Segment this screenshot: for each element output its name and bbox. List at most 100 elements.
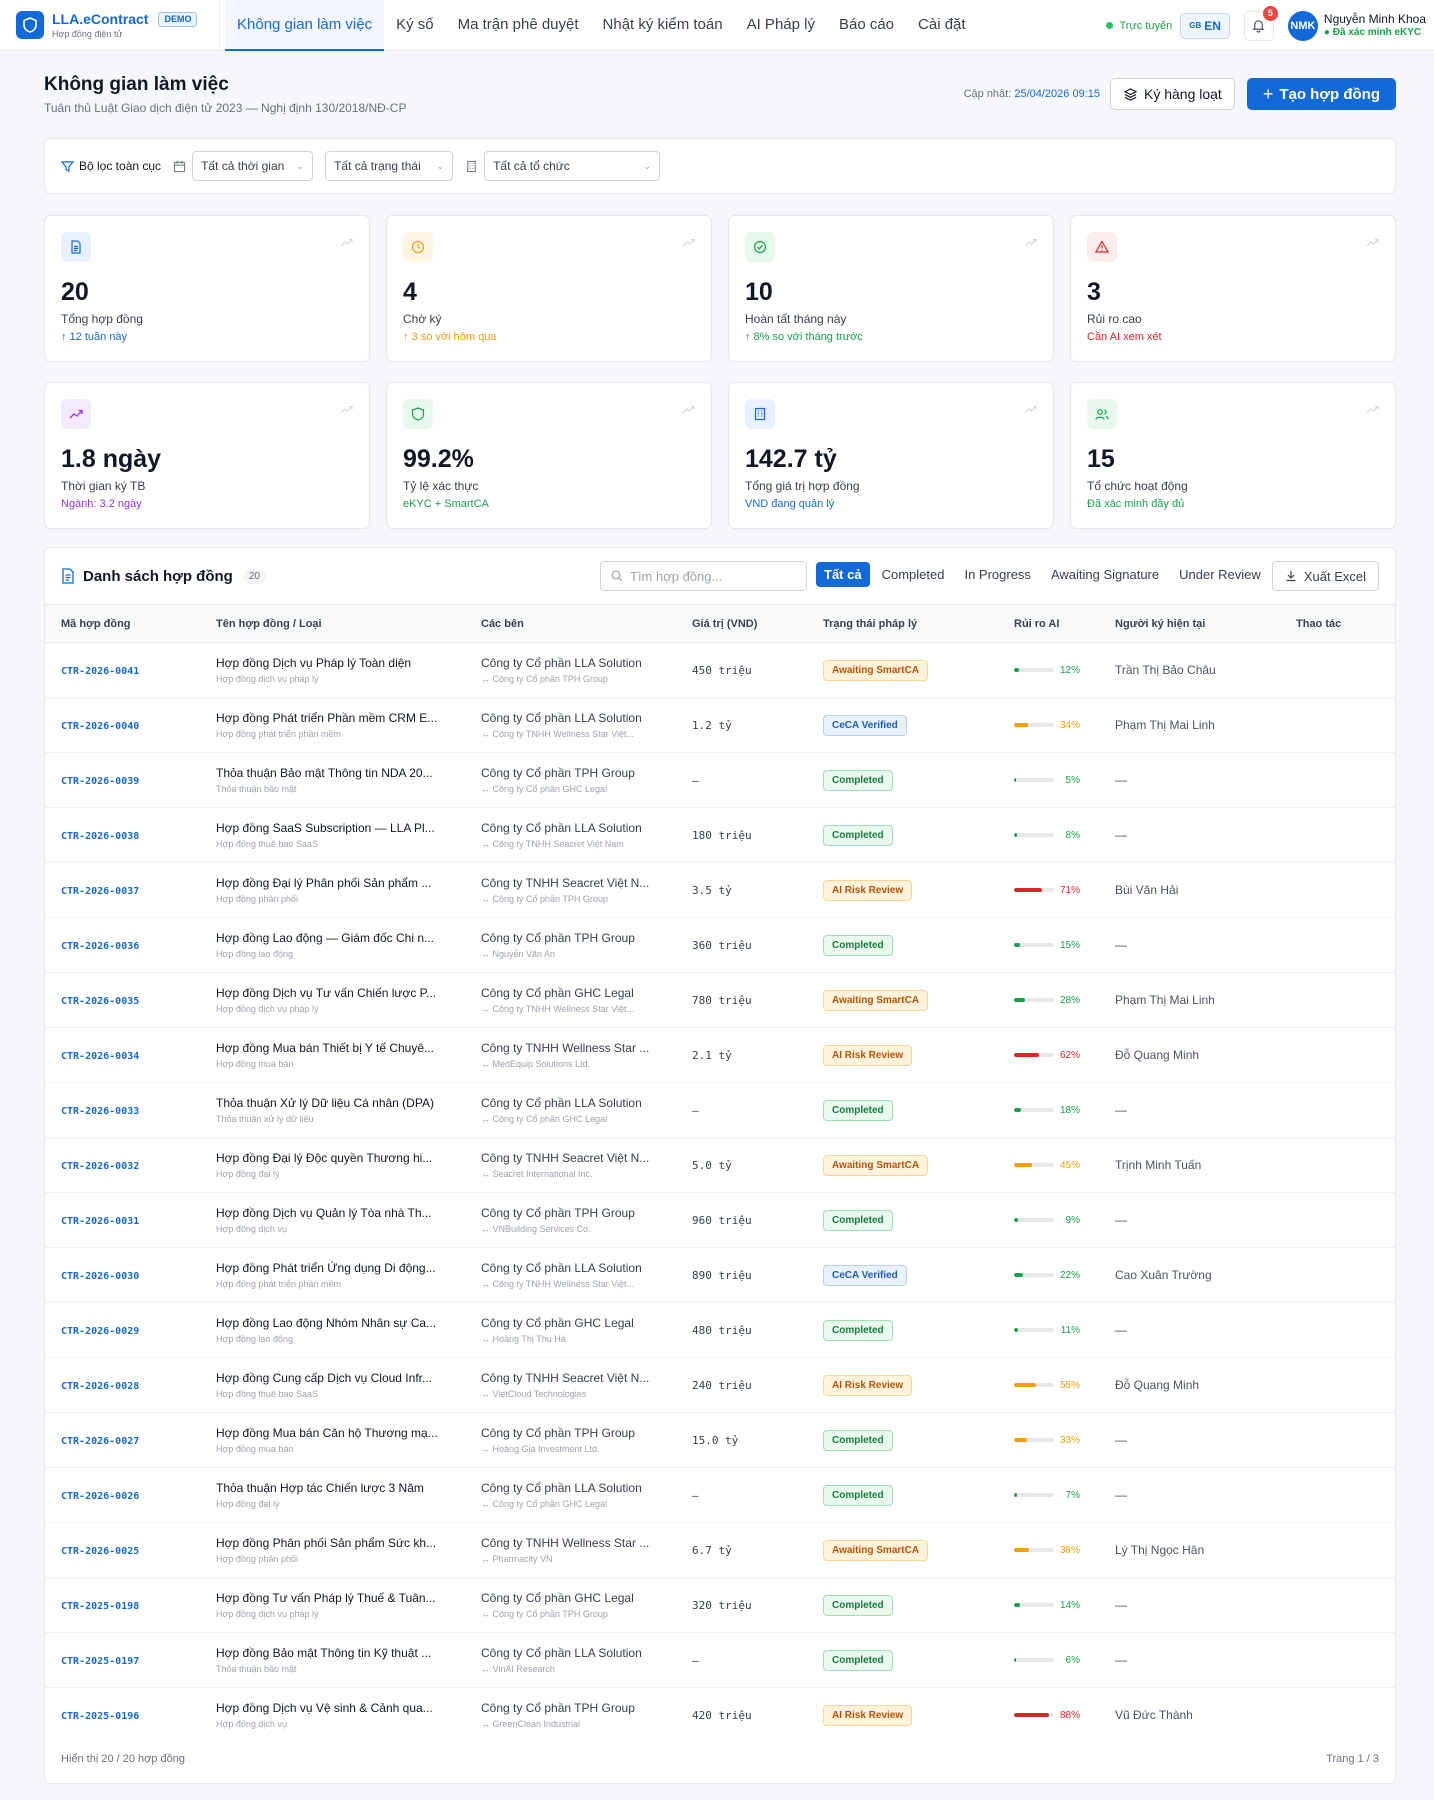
user-menu[interactable]: Nguyễn Minh Khoa ● Đã xác minh eKYC [1324, 12, 1426, 38]
contract-id-link[interactable]: CTR-2026-0031 [61, 1216, 140, 1227]
table-row[interactable]: CTR-2025-0196 Hợp đồng Dịch vụ Vệ sinh & … [45, 1687, 1395, 1743]
stat-card[interactable]: 10 Hoàn tất tháng này ↑ 8% so với tháng tr… [728, 215, 1054, 362]
contract-name[interactable]: Thỏa thuận Hợp tác Chiến lược 3 Năm [216, 1481, 424, 1495]
contract-id-link[interactable]: CTR-2026-0032 [61, 1161, 140, 1172]
table-row[interactable]: CTR-2026-0032 Hợp đồng Đại lý Độc quyền T… [45, 1137, 1395, 1193]
nav-audit-log[interactable]: Nhật ký kiểm toán [602, 15, 723, 33]
nav-reports[interactable]: Báo cáo [838, 15, 895, 33]
contract-name[interactable]: Hợp đồng Lao động Nhóm Nhân sự Ca... [216, 1316, 437, 1330]
org-filter-select[interactable]: Tất cả tổ chức ⌄ [484, 151, 661, 181]
column-header[interactable]: Giá trị (VND) [676, 604, 807, 643]
contract-name[interactable]: Thỏa thuận Xử lý Dữ liệu Cá nhân (DPA) [216, 1096, 434, 1110]
tab-in-progress[interactable]: In Progress [964, 567, 1031, 582]
contract-name[interactable]: Hợp đồng Cung cấp Dịch vụ Cloud Infr... [216, 1371, 432, 1385]
contract-name[interactable]: Hợp đồng Mua bán Căn hộ Thương mạ... [216, 1426, 438, 1440]
contract-id-link[interactable]: CTR-2026-0041 [61, 666, 140, 677]
contract-id-link[interactable]: CTR-2026-0030 [61, 1271, 140, 1282]
stat-card[interactable]: 3 Rủi ro cao Cần AI xem xét [1070, 215, 1396, 362]
contract-search-input[interactable]: Tìm hợp đồng... [600, 561, 807, 591]
time-filter-select[interactable]: Tất cả thời gian ⌄ [192, 151, 314, 181]
contract-name[interactable]: Hợp đồng Dịch vụ Quản lý Tòa nhà Th... [216, 1206, 432, 1220]
contract-id-link[interactable]: CTR-2026-0028 [61, 1381, 140, 1392]
contract-name[interactable]: Thỏa thuận Bảo mật Thông tin NDA 20... [216, 766, 433, 780]
table-row[interactable]: CTR-2026-0025 Hợp đồng Phân phối Sản phẩm… [45, 1522, 1395, 1578]
tab-all[interactable]: Tất cả [816, 562, 870, 587]
table-row[interactable]: CTR-2026-0036 Hợp đồng Lao động — Giám đố… [45, 917, 1395, 973]
contract-id-link[interactable]: CTR-2026-0038 [61, 831, 140, 842]
column-header[interactable]: Tên hợp đồng / Loại [200, 604, 465, 643]
contract-name[interactable]: Hợp đồng Lao động — Giám đốc Chi n... [216, 931, 434, 945]
stat-card[interactable]: 99.2% Tỷ lệ xác thực eKYC + SmartCA [386, 382, 712, 529]
tab-under-review[interactable]: Under Review [1179, 567, 1261, 582]
contract-name[interactable]: Hợp đồng Phát triển Ứng dụng Di động... [216, 1261, 436, 1275]
tab-completed[interactable]: Completed [881, 567, 945, 582]
column-header[interactable]: Rủi ro AI [998, 604, 1099, 643]
contract-id-link[interactable]: CTR-2026-0033 [61, 1106, 140, 1117]
table-row[interactable]: CTR-2026-0031 Hợp đồng Dịch vụ Quản lý Tò… [45, 1192, 1395, 1248]
contract-id-link[interactable]: CTR-2026-0026 [61, 1491, 140, 1502]
nav-ai-legal[interactable]: AI Pháp lý [746, 15, 815, 33]
batch-sign-button[interactable]: Ký hàng loạt [1109, 78, 1235, 110]
contract-id-link[interactable]: CTR-2026-0025 [61, 1546, 140, 1557]
nav-settings[interactable]: Cài đặt [918, 15, 966, 33]
contract-name[interactable]: Hợp đồng Phân phối Sản phẩm Sức kh... [216, 1536, 437, 1550]
column-header[interactable]: Người ký hiện tại [1099, 604, 1280, 643]
contract-id-link[interactable]: CTR-2026-0039 [61, 776, 140, 787]
table-row[interactable]: CTR-2025-0198 Hợp đồng Tư vấn Pháp lý Thu… [45, 1577, 1395, 1633]
table-row[interactable]: CTR-2026-0038 Hợp đồng SaaS Subscription … [45, 807, 1395, 863]
contract-id-link[interactable]: CTR-2025-0198 [61, 1601, 140, 1612]
table-row[interactable]: CTR-2026-0035 Hợp đồng Dịch vụ Tư vấn Chi… [45, 972, 1395, 1028]
table-row[interactable]: CTR-2026-0030 Hợp đồng Phát triển Ứng dụn… [45, 1247, 1395, 1303]
status-filter-select[interactable]: Tất cả trạng thái ⌄ [325, 151, 454, 181]
nav-workspace[interactable]: Không gian làm việc [225, 0, 385, 51]
language-switch[interactable]: GB EN [1180, 12, 1230, 39]
contract-id-link[interactable]: CTR-2026-0036 [61, 941, 140, 952]
stat-card[interactable]: 4 Chờ ký ↑ 3 so với hôm qua [386, 215, 712, 362]
contract-name[interactable]: Hợp đồng Dịch vụ Vệ sinh & Cảnh qua... [216, 1701, 433, 1715]
stat-card[interactable]: 15 Tổ chức hoạt động Đã xác minh đầy đủ [1070, 382, 1396, 529]
contract-name[interactable]: Hợp đồng SaaS Subscription — LLA Pl... [216, 821, 435, 835]
stat-card[interactable]: 20 Tổng hợp đồng ↑ 12 tuần này [44, 215, 370, 362]
table-row[interactable]: CTR-2026-0039 Thỏa thuận Bảo mật Thông ti… [45, 752, 1395, 808]
brand[interactable]: LLA.eContract DEMO Hợp đồng điện tử [0, 0, 220, 51]
pagination-label[interactable]: Trang 1 / 3 [1326, 1753, 1379, 1765]
stat-card[interactable]: 142.7 tỷ Tổng giá trị hợp đồng VND đang qu… [728, 382, 1054, 529]
table-row[interactable]: CTR-2026-0028 Hợp đồng Cung cấp Dịch vụ C… [45, 1357, 1395, 1413]
contract-id-link[interactable]: CTR-2026-0027 [61, 1436, 140, 1447]
contract-id-link[interactable]: CTR-2026-0029 [61, 1326, 140, 1337]
tab-awaiting-signature[interactable]: Awaiting Signature [1050, 567, 1160, 582]
contract-id-link[interactable]: CTR-2026-0040 [61, 721, 140, 732]
table-row[interactable]: CTR-2026-0027 Hợp đồng Mua bán Căn hộ Thư… [45, 1412, 1395, 1468]
contract-name[interactable]: Hợp đồng Đại lý Độc quyền Thương hi... [216, 1151, 433, 1165]
nav-approval-matrix[interactable]: Ma trận phê duyệt [457, 15, 579, 33]
contract-name[interactable]: Hợp đồng Đại lý Phân phối Sản phẩm ... [216, 876, 432, 890]
contract-name[interactable]: Hợp đồng Dịch vụ Pháp lý Toàn diện [216, 656, 412, 670]
table-row[interactable]: CTR-2025-0197 Hợp đồng Bảo mật Thông tin … [45, 1632, 1395, 1688]
table-row[interactable]: CTR-2026-0029 Hợp đồng Lao động Nhóm Nhân… [45, 1302, 1395, 1358]
table-row[interactable]: CTR-2026-0026 Thỏa thuận Hợp tác Chiến lư… [45, 1467, 1395, 1523]
nav-digital-signing[interactable]: Ký số [396, 15, 434, 33]
contract-name[interactable]: Hợp đồng Phát triển Phần mềm CRM E... [216, 711, 438, 725]
table-row[interactable]: CTR-2026-0034 Hợp đồng Mua bán Thiết bị Y… [45, 1027, 1395, 1083]
table-row[interactable]: CTR-2026-0040 Hợp đồng Phát triển Phần mề… [45, 697, 1395, 753]
table-row[interactable]: CTR-2026-0033 Thỏa thuận Xử lý Dữ liệu Cá… [45, 1082, 1395, 1138]
contract-id-link[interactable]: CTR-2025-0196 [61, 1711, 140, 1722]
create-contract-button[interactable]: + Tạo hợp đồng [1246, 78, 1396, 110]
contract-id-link[interactable]: CTR-2026-0037 [61, 886, 140, 897]
contract-name[interactable]: Hợp đồng Mua bán Thiết bị Y tế Chuyê... [216, 1041, 435, 1055]
column-header[interactable]: Các bên [465, 604, 676, 643]
contract-name[interactable]: Hợp đồng Dịch vụ Tư vấn Chiến lược P... [216, 986, 437, 1000]
table-row[interactable]: CTR-2026-0037 Hợp đồng Đại lý Phân phối S… [45, 862, 1395, 918]
avatar[interactable]: NMK [1287, 10, 1318, 41]
table-row[interactable]: CTR-2026-0041 Hợp đồng Dịch vụ Pháp lý To… [45, 642, 1395, 698]
stat-card[interactable]: 1.8 ngày Thời gian ký TB Ngành: 3.2 ngày [44, 382, 370, 529]
contract-id-link[interactable]: CTR-2025-0197 [61, 1656, 140, 1667]
column-header[interactable]: Trạng thái pháp lý [807, 604, 998, 643]
notification-button[interactable]: 5 [1243, 5, 1278, 41]
contract-name[interactable]: Hợp đồng Bảo mật Thông tin Kỹ thuật ... [216, 1646, 432, 1660]
export-excel-button[interactable]: Xuất Excel [1271, 561, 1379, 591]
contract-id-link[interactable]: CTR-2026-0034 [61, 1051, 140, 1062]
contract-id-link[interactable]: CTR-2026-0035 [61, 996, 140, 1007]
contract-name[interactable]: Hợp đồng Tư vấn Pháp lý Thuế & Tuân... [216, 1591, 436, 1605]
column-header[interactable]: Mã hợp đồng [45, 604, 200, 643]
